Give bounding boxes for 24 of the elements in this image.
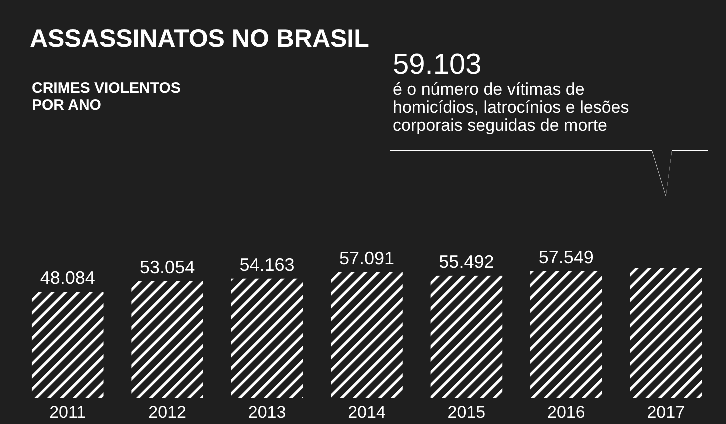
data-label: 55.492: [439, 252, 494, 272]
x-tick-label: 2012: [148, 403, 186, 422]
bar: [430, 276, 503, 398]
x-tick-label: 2013: [248, 403, 286, 422]
text: é o número de vítimas de homicídios, latrocínios e lesões corporais seguidas de morte: [393, 80, 630, 135]
x-tick-label: 2014: [348, 403, 386, 422]
data-label: 57.091: [339, 248, 395, 268]
chart-subtitle: CRIMES VIOLENTOS POR ANO: [32, 80, 181, 114]
x-tick-label: 2017: [647, 403, 686, 422]
bar: [630, 268, 702, 398]
chart-title: ASSASSINATOS NO BRASIL: [30, 25, 370, 53]
bar: [132, 281, 204, 398]
bar: [331, 272, 403, 398]
text: 59.103: [393, 49, 482, 81]
bar: [231, 278, 304, 398]
data-label: 53.054: [140, 257, 196, 278]
data-label: 57.549: [538, 247, 594, 268]
bar: [32, 292, 104, 398]
bar: [530, 271, 602, 398]
x-tick-label: 2011: [50, 403, 86, 422]
data-label: 48.084: [40, 268, 96, 288]
x-tick-label: 2016: [548, 403, 586, 422]
x-tick-label: 2015: [448, 403, 486, 422]
data-label: 54.163: [240, 254, 295, 275]
